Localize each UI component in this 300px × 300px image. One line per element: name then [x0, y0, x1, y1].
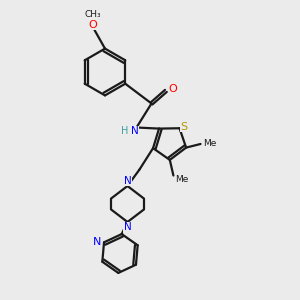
- Text: Me: Me: [203, 140, 216, 148]
- Text: O: O: [168, 84, 177, 94]
- Text: N: N: [93, 237, 102, 247]
- Text: N: N: [124, 222, 131, 232]
- Text: Me: Me: [175, 175, 188, 184]
- Text: CH₃: CH₃: [85, 10, 101, 19]
- Text: H: H: [122, 126, 129, 136]
- Text: N: N: [131, 126, 139, 136]
- Text: N: N: [124, 176, 131, 186]
- Text: O: O: [88, 20, 98, 30]
- Text: S: S: [180, 122, 188, 132]
